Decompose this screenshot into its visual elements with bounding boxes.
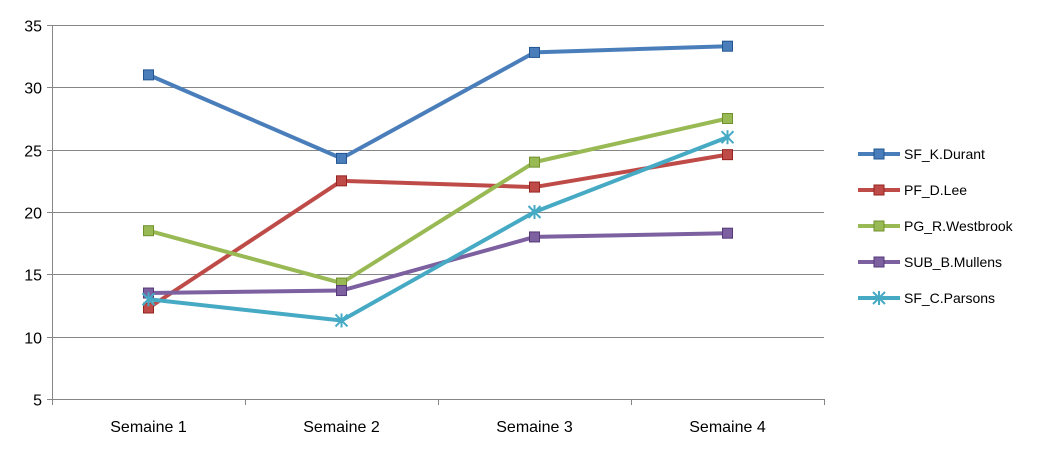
data-point <box>722 227 733 239</box>
y-tick-label: 5 <box>33 393 42 410</box>
axes: 5 10 15 20 25 30 35 Semaine 1 Semaine 2 Semaine 3… <box>24 19 825 436</box>
y-tick-label: 20 <box>24 206 42 223</box>
data-point <box>336 152 347 164</box>
legend-entry: SF_K.Durant <box>858 146 985 162</box>
legend-entry: PG_R.Westbrook <box>858 218 1014 234</box>
data-point <box>527 205 542 219</box>
data-point <box>141 292 156 307</box>
data-point <box>336 285 347 297</box>
data-point <box>143 69 154 81</box>
legend-label: SF_K.Durant <box>904 146 985 162</box>
legend-label: SF_C.Parsons <box>904 290 995 306</box>
data-point <box>334 313 349 328</box>
legend-marker <box>872 291 886 305</box>
data-point <box>336 175 347 187</box>
y-tick-label: 25 <box>24 144 42 161</box>
legend: SF_K.Durant PF_D.Lee PG_R.Westbrook SUB_B.M… <box>858 146 1014 306</box>
x-tick-label: Semaine 2 <box>303 419 380 436</box>
series-2 <box>143 113 733 289</box>
series-4 <box>141 130 735 328</box>
data-point <box>722 40 733 52</box>
y-tick-label: 15 <box>24 268 42 285</box>
x-tick-label: Semaine 4 <box>689 419 766 436</box>
x-tick-label: Semaine 1 <box>110 419 187 436</box>
legend-entry: SUB_B.Mullens <box>858 254 1002 270</box>
series-line <box>146 116 730 286</box>
y-tick-label: 30 <box>24 81 42 98</box>
series-line <box>146 44 730 161</box>
x-tick-label: Semaine 3 <box>496 419 573 436</box>
series-0 <box>143 40 733 164</box>
legend-entry: PF_D.Lee <box>858 182 967 198</box>
data-point <box>529 231 540 243</box>
legend-marker <box>873 148 885 160</box>
data-point <box>143 225 154 237</box>
data-point <box>529 156 540 168</box>
legend-entry: SF_C.Parsons <box>858 290 995 306</box>
data-point <box>529 181 540 193</box>
legend-marker <box>873 220 885 232</box>
y-tick-label: 35 <box>24 19 42 36</box>
legend-marker <box>873 184 885 196</box>
legend-label: SUB_B.Mullens <box>904 254 1002 270</box>
data-point <box>722 113 733 124</box>
series-1 <box>143 149 733 314</box>
y-tick-label: 10 <box>24 331 42 348</box>
data-point <box>529 46 540 58</box>
series-lines <box>141 40 735 328</box>
legend-label: PG_R.Westbrook <box>904 218 1014 234</box>
series-line <box>146 231 730 296</box>
series-line <box>146 135 730 323</box>
data-point <box>722 149 733 161</box>
series-3 <box>143 227 733 299</box>
legend-label: PF_D.Lee <box>904 182 967 198</box>
series-line <box>146 152 730 310</box>
data-point <box>720 130 735 145</box>
legend-marker <box>873 256 885 268</box>
gridlines <box>52 25 824 338</box>
